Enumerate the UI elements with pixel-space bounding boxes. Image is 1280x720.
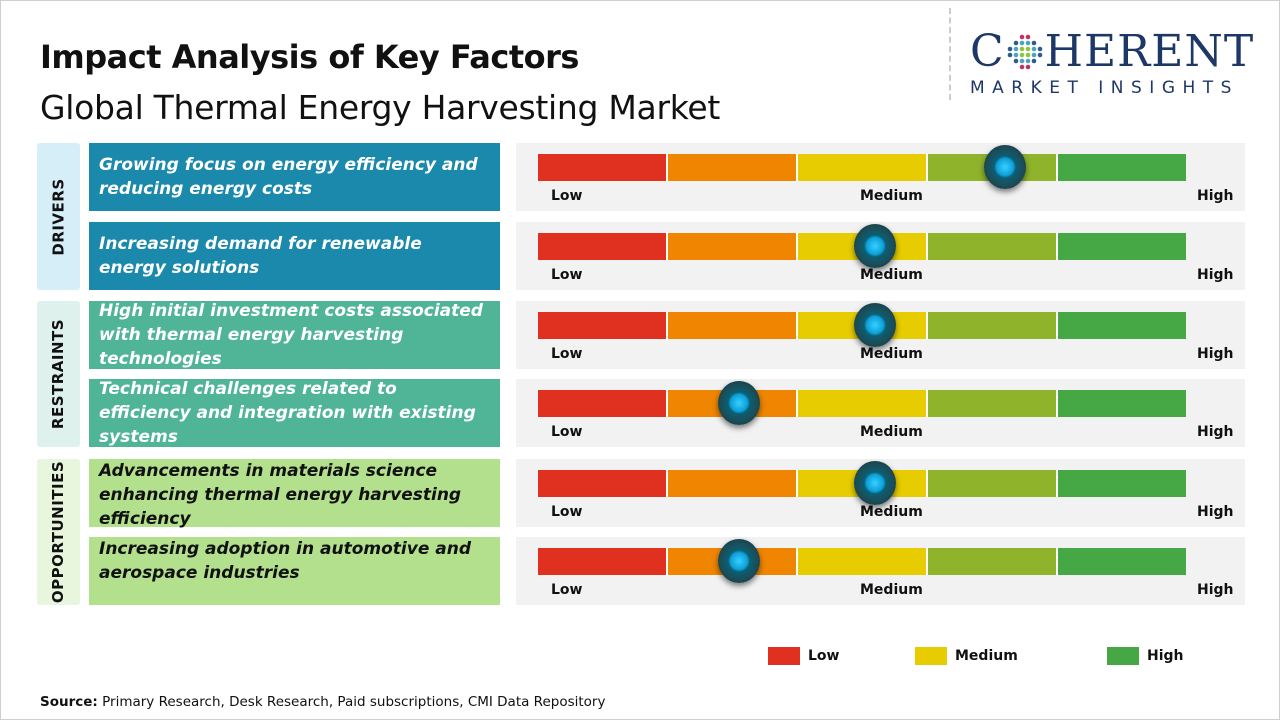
scale-low-label: Low xyxy=(551,582,583,598)
scale-segment xyxy=(538,548,668,575)
scale-segment xyxy=(928,312,1058,339)
impact-gauge: Low Medium High xyxy=(516,222,1245,290)
logo-word: HERENT xyxy=(1044,26,1255,77)
scale-high-label: High xyxy=(1197,346,1234,362)
scale-segment xyxy=(1058,548,1186,575)
impact-indicator-knob xyxy=(717,539,760,583)
scale-segment xyxy=(538,233,668,260)
category-restraints: RESTRAINTS xyxy=(37,301,80,447)
scale-low-label: Low xyxy=(551,504,583,520)
legend-swatch xyxy=(768,647,800,665)
legend-swatch xyxy=(915,647,947,665)
factor-text: Advancements in materials science enhanc… xyxy=(99,461,462,529)
scale-segment xyxy=(798,390,928,417)
impact-gauge: Low Medium High xyxy=(516,537,1245,605)
scale-segment xyxy=(538,470,668,497)
factor-box: Technical challenges related to efficien… xyxy=(89,379,500,447)
legend-medium: Medium xyxy=(915,647,1018,665)
scale-segment xyxy=(538,390,668,417)
scale-segment xyxy=(928,548,1058,575)
factor-text: Technical challenges related to efficien… xyxy=(99,379,476,447)
impact-gauge: Low Medium High xyxy=(516,301,1245,369)
scale-medium-label: Medium xyxy=(860,346,923,362)
scale-segment xyxy=(1058,390,1186,417)
impact-indicator-knob xyxy=(853,224,896,268)
logo: C HERENT MARKET INSIGHTS xyxy=(970,26,1260,99)
scale-segment xyxy=(928,470,1058,497)
impact-gauge: Low Medium High xyxy=(516,379,1245,447)
scale-high-label: High xyxy=(1197,504,1234,520)
logo-subtitle: MARKET INSIGHTS xyxy=(970,78,1239,98)
scale-segment xyxy=(1058,312,1186,339)
scale-high-label: High xyxy=(1197,267,1234,283)
factor-text: Increasing demand for renewable energy s… xyxy=(99,234,422,278)
impact-indicator-knob xyxy=(853,461,896,505)
category-label: DRIVERS xyxy=(49,177,68,256)
scale-segment xyxy=(1058,470,1186,497)
factor-box: Growing focus on energy efficiency and r… xyxy=(89,143,500,211)
factor-box: High initial investment costs associated… xyxy=(89,301,500,369)
factor-box: Increasing demand for renewable energy s… xyxy=(89,222,500,290)
scale-low-label: Low xyxy=(551,346,583,362)
page-title: Impact Analysis of Key Factors xyxy=(40,38,579,76)
scale-medium-label: Medium xyxy=(860,267,923,283)
scale-segment xyxy=(798,548,928,575)
scale-segment xyxy=(668,233,798,260)
impact-indicator-knob xyxy=(717,381,760,425)
scale-high-label: High xyxy=(1197,582,1234,598)
legend-high: High xyxy=(1107,647,1184,665)
scale-low-label: Low xyxy=(551,188,583,204)
page-subtitle: Global Thermal Energy Harvesting Market xyxy=(40,88,720,127)
divider xyxy=(949,8,951,100)
scale-medium-label: Medium xyxy=(860,582,923,598)
impact-scale-bar xyxy=(538,470,1186,497)
globe-icon xyxy=(1007,34,1042,70)
logo-letter: C xyxy=(970,26,1005,77)
category-label: RESTRAINTS xyxy=(49,318,68,430)
scale-low-label: Low xyxy=(551,267,583,283)
scale-segment xyxy=(668,312,798,339)
legend-low: Low xyxy=(768,647,839,665)
impact-scale-bar xyxy=(538,154,1186,181)
scale-segment xyxy=(1058,233,1186,260)
scale-segment xyxy=(668,154,798,181)
category-label: OPPORTUNITIES xyxy=(49,460,68,604)
impact-gauge: Low Medium High xyxy=(516,459,1245,527)
scale-medium-label: Medium xyxy=(860,188,923,204)
impact-scale-bar xyxy=(538,548,1186,575)
category-drivers: DRIVERS xyxy=(37,143,80,290)
scale-segment xyxy=(1058,154,1186,181)
scale-low-label: Low xyxy=(551,424,583,440)
source-note: Source: Primary Research, Desk Research,… xyxy=(40,694,606,710)
scale-high-label: High xyxy=(1197,424,1234,440)
scale-segment xyxy=(798,154,928,181)
factor-text: Increasing adoption in automotive and ae… xyxy=(99,539,472,583)
scale-segment xyxy=(668,470,798,497)
factor-text: Growing focus on energy efficiency and r… xyxy=(99,155,478,199)
impact-indicator-knob xyxy=(983,145,1026,189)
scale-high-label: High xyxy=(1197,188,1234,204)
scale-segment xyxy=(928,390,1058,417)
scale-medium-label: Medium xyxy=(860,504,923,520)
impact-scale-bar xyxy=(538,390,1186,417)
factor-text: High initial investment costs associated… xyxy=(99,301,483,369)
factor-box: Increasing adoption in automotive and ae… xyxy=(89,537,500,605)
scale-segment xyxy=(928,233,1058,260)
impact-gauge: Low Medium High xyxy=(516,143,1245,211)
scale-segment xyxy=(538,312,668,339)
scale-medium-label: Medium xyxy=(860,424,923,440)
legend-swatch xyxy=(1107,647,1139,665)
category-opportunities: OPPORTUNITIES xyxy=(37,459,80,605)
scale-segment xyxy=(538,154,668,181)
impact-indicator-knob xyxy=(853,303,896,347)
factor-box: Advancements in materials science enhanc… xyxy=(89,459,500,529)
